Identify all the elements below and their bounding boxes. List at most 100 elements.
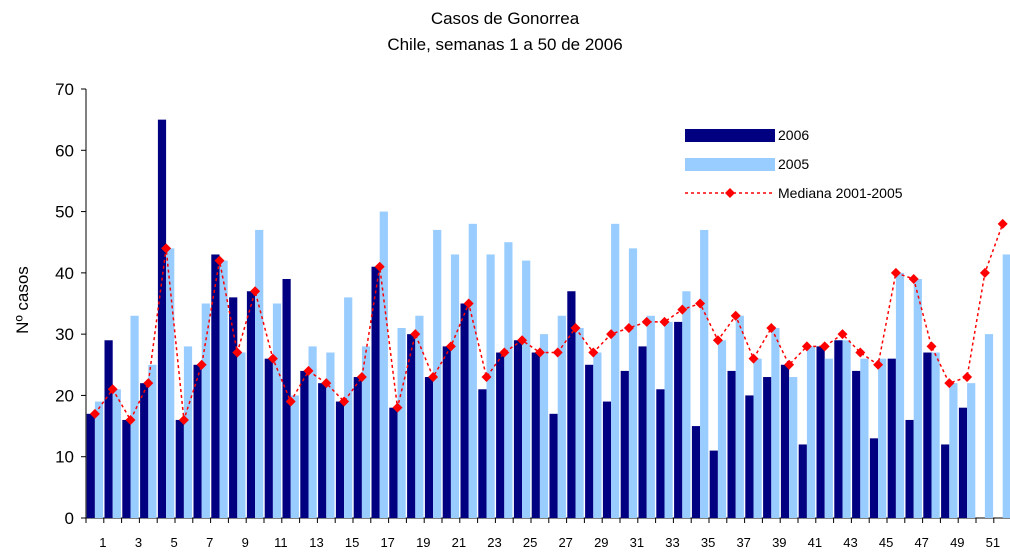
bar	[656, 389, 665, 518]
bar	[219, 260, 228, 518]
bar	[593, 352, 602, 518]
bar	[272, 303, 282, 518]
legend-swatch	[685, 158, 775, 171]
bar	[486, 254, 495, 518]
legend-marker	[725, 188, 735, 198]
median-marker	[107, 384, 118, 395]
bar	[567, 291, 576, 518]
median-marker	[552, 347, 563, 358]
x-tick-label: 49	[950, 535, 964, 550]
median-marker	[428, 372, 439, 383]
bar	[549, 413, 558, 518]
y-axis-label: Nº casos	[13, 266, 32, 334]
bar	[183, 346, 193, 518]
median-marker	[392, 402, 403, 413]
x-tick-label: 35	[701, 535, 715, 550]
legend-label: Mediana 2001-2005	[778, 185, 903, 201]
bar	[628, 248, 638, 519]
median-marker	[267, 353, 278, 364]
x-tick-label: 1	[99, 535, 106, 550]
median-marker	[979, 267, 990, 278]
median-marker	[606, 329, 617, 340]
median-marker	[499, 347, 510, 358]
x-tick-label: 11	[274, 535, 288, 550]
bar	[86, 413, 95, 518]
legend-swatch	[685, 129, 775, 142]
median-marker	[214, 255, 225, 266]
bar	[112, 389, 121, 518]
bar	[753, 358, 762, 518]
bar	[122, 419, 131, 518]
y-tick-label: 50	[55, 203, 74, 222]
bar	[211, 254, 220, 518]
bar	[611, 223, 620, 519]
x-tick-label: 43	[843, 535, 857, 550]
x-tick-label: 31	[630, 535, 644, 550]
median-marker	[463, 298, 474, 309]
x-tick-label: 29	[594, 535, 608, 550]
median-marker	[517, 335, 528, 346]
median-marker	[178, 414, 189, 425]
median-marker	[997, 218, 1008, 229]
bar	[700, 229, 709, 518]
median-marker	[873, 359, 884, 370]
bar	[264, 358, 273, 518]
chart-subtitle: Chile, semanas 1 a 50 de 2006	[387, 35, 622, 54]
x-tick-label: 45	[879, 535, 893, 550]
median-marker	[125, 414, 136, 425]
median-marker	[748, 353, 759, 364]
bar	[806, 346, 816, 518]
bar	[539, 334, 549, 518]
median-marker	[730, 310, 741, 321]
bar	[478, 389, 487, 518]
bar	[763, 377, 772, 518]
median-marker	[801, 341, 812, 352]
bar	[522, 260, 531, 518]
median-marker	[250, 286, 261, 297]
bar	[869, 438, 879, 518]
x-tick-label: 13	[309, 535, 323, 550]
x-tick-label: 47	[914, 535, 928, 550]
bar	[433, 229, 442, 518]
bar	[984, 334, 994, 518]
x-tick-label: 33	[665, 535, 679, 550]
bar	[424, 377, 434, 518]
bar	[780, 364, 790, 518]
bar	[308, 346, 317, 518]
bar	[282, 278, 291, 518]
median-marker	[143, 378, 154, 389]
median-marker	[908, 273, 919, 284]
bar	[450, 254, 460, 518]
bar	[727, 370, 736, 518]
median-marker	[321, 378, 332, 389]
x-tick-label: 5	[170, 535, 177, 550]
bar	[442, 346, 451, 518]
bar	[691, 426, 701, 518]
bar	[878, 358, 887, 518]
bar	[967, 383, 976, 518]
median-marker	[677, 304, 688, 315]
median-marker	[623, 323, 634, 334]
bar	[344, 297, 353, 518]
bar	[789, 377, 798, 518]
median-marker	[356, 372, 367, 383]
x-tick-label: 25	[523, 535, 537, 550]
median-marker	[712, 335, 723, 346]
bar	[557, 315, 566, 518]
y-tick-label: 30	[55, 325, 74, 344]
x-tick-label: 21	[452, 535, 466, 550]
bar	[931, 352, 940, 518]
bar	[905, 419, 914, 518]
bar	[602, 401, 612, 518]
bar	[237, 352, 246, 518]
bar	[361, 346, 371, 518]
bar	[496, 352, 505, 518]
legend-label: 2005	[778, 156, 809, 172]
bar	[326, 352, 335, 518]
median-marker	[784, 359, 795, 370]
bar	[175, 419, 184, 518]
bar	[771, 328, 780, 518]
bar	[290, 395, 299, 518]
median-marker	[570, 323, 581, 334]
bar	[415, 315, 424, 518]
